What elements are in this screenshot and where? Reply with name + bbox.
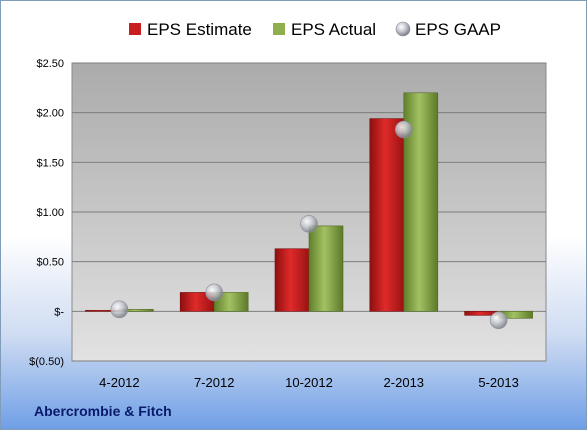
x-tick-label: 10-2012 bbox=[285, 375, 333, 390]
eps-gaap-marker bbox=[110, 300, 129, 319]
eps-estimate-bar bbox=[274, 248, 310, 312]
legend-gaap-swatch bbox=[395, 21, 411, 37]
eps-gaap-marker bbox=[300, 215, 318, 233]
y-tick-label: $(0.50) bbox=[29, 356, 64, 368]
eps-gaap-marker bbox=[489, 311, 508, 330]
y-tick-label: $- bbox=[54, 306, 64, 318]
legend: EPS Estimate EPS Actual EPS GAAP bbox=[129, 20, 501, 39]
eps-actual-bar bbox=[308, 225, 344, 312]
x-tick-label: 2-2013 bbox=[384, 375, 424, 390]
y-tick-label: $1.50 bbox=[36, 157, 64, 169]
company-name: Abercrombie & Fitch bbox=[34, 403, 172, 419]
y-tick-label: $1.00 bbox=[36, 207, 64, 219]
y-tick-label: $2.00 bbox=[36, 108, 64, 120]
y-tick-label: $0.50 bbox=[36, 257, 64, 269]
legend-label: EPS Estimate bbox=[147, 20, 252, 39]
eps-gaap-marker bbox=[394, 120, 413, 139]
bar-series bbox=[85, 92, 533, 319]
y-tick-label: $2.50 bbox=[36, 58, 64, 70]
x-tick-label: 4-2012 bbox=[99, 375, 139, 390]
y-axis: $2.50 $2.00 $1.50 $1.00 $0.50 $- $(0.50) bbox=[29, 58, 64, 368]
legend-label: EPS GAAP bbox=[415, 20, 501, 39]
legend-actual-swatch bbox=[273, 23, 285, 35]
x-axis: 4-2012 7-2012 10-2012 2-2013 5-2013 bbox=[99, 375, 519, 390]
x-tick-label: 5-2013 bbox=[478, 375, 518, 390]
legend-estimate-swatch bbox=[129, 23, 141, 35]
eps-actual-bar bbox=[213, 292, 249, 312]
legend-label: EPS Actual bbox=[291, 20, 376, 39]
x-tick-label: 7-2012 bbox=[194, 375, 234, 390]
gaap-markers bbox=[110, 120, 508, 330]
eps-estimate-bar bbox=[369, 118, 405, 312]
eps-gaap-marker bbox=[205, 283, 223, 302]
